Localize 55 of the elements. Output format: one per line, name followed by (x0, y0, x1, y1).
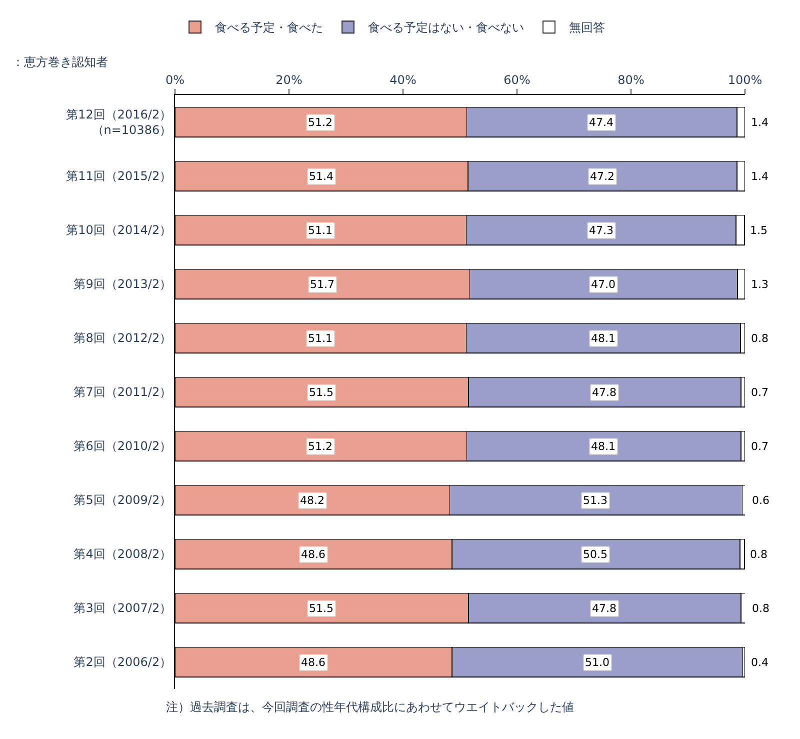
data-label: 47.2 (590, 170, 614, 183)
data-label: 0.7 (751, 440, 768, 453)
legend-label: 無回答 (569, 20, 605, 35)
y-tick-label: 第2回（2006/2） (74, 655, 172, 670)
data-label: 0.8 (750, 548, 768, 561)
data-label: 47.0 (591, 278, 616, 291)
legend-label: 食べる予定・食べた (215, 20, 323, 35)
y-tick-label: 第8回（2012/2） (74, 331, 172, 346)
legend-label: 食べる予定はない・食べない (368, 20, 524, 35)
data-label: 1.4 (751, 170, 768, 183)
x-tick-label: 80% (618, 73, 644, 88)
y-tick-label: 第6回（2010/2） (74, 439, 172, 454)
x-tick-label: 20% (276, 73, 302, 88)
y-tick-label: 第11回（2015/2） (66, 169, 172, 184)
data-label: 51.2 (308, 440, 332, 453)
y-tick-label: 第9回（2013/2） (74, 277, 172, 292)
y-tick-label: 第12回（2016/2）（n=10386） (66, 107, 172, 137)
data-label: 51.2 (308, 116, 332, 129)
data-label: 0.6 (752, 494, 770, 507)
y-tick-label: 第4回（2008/2） (74, 547, 172, 562)
x-tick-label: 40% (390, 73, 416, 88)
x-tick-label: 60% (504, 73, 530, 88)
data-label: 48.6 (301, 656, 326, 669)
x-tick-label: 0% (165, 73, 185, 88)
data-label: 0.4 (751, 656, 768, 669)
data-label: 51.3 (583, 494, 608, 507)
text: ：恵方巻き認知者 (12, 55, 108, 69)
data-label: 47.8 (592, 386, 616, 399)
data-label: 1.3 (751, 278, 768, 291)
data-label: 47.8 (592, 602, 616, 615)
data-label: 1.5 (750, 224, 768, 237)
data-label: 51.7 (310, 278, 334, 291)
data-label: 51.5 (309, 386, 334, 399)
data-label: 0.7 (751, 386, 768, 399)
y-tick-label: 第7回（2011/2） (74, 385, 172, 400)
data-label: 51.5 (309, 602, 334, 615)
data-label: 47.3 (589, 224, 614, 237)
data-label: 51.1 (308, 332, 332, 345)
y-tick-label: 第5回（2009/2） (74, 493, 172, 508)
data-label: 48.1 (591, 332, 616, 345)
y-tick-label: 第3回（2007/2） (74, 601, 172, 616)
data-label: 0.8 (751, 332, 768, 345)
data-label: 51.1 (308, 224, 332, 237)
data-label: 47.4 (589, 116, 614, 129)
data-label: 1.4 (751, 116, 768, 129)
y-tick-label: 第10回（2014/2） (66, 223, 172, 238)
x-tick-label: 100% (728, 73, 762, 88)
data-label: 51.4 (309, 170, 334, 183)
data-label: 50.5 (583, 548, 608, 561)
text: 注）過去調査は、今回調査の性年代構成比にあわせてウエイトバックした値 (166, 700, 574, 714)
data-label: 0.8 (752, 602, 770, 615)
data-label: 48.6 (301, 548, 326, 561)
data-label: 51.0 (585, 656, 610, 669)
data-label: 48.2 (300, 494, 324, 507)
data-label: 48.1 (591, 440, 616, 453)
